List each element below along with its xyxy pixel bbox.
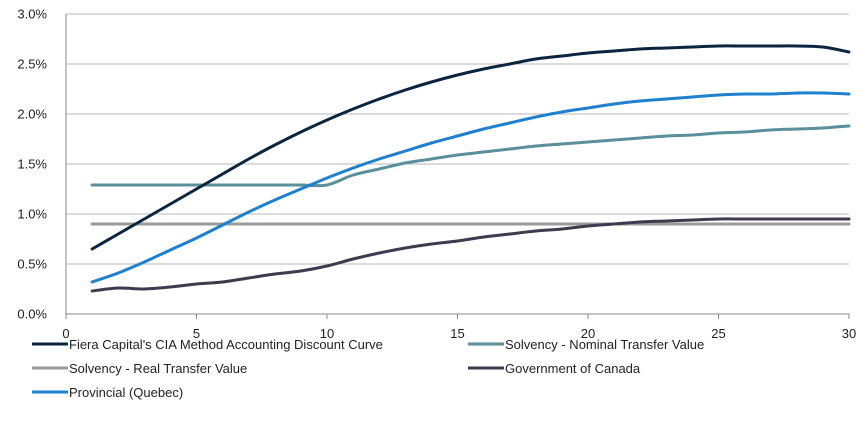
y-tick-label: 1.5% <box>17 157 47 172</box>
x-tick-label: 10 <box>320 326 334 341</box>
y-tick-label: 2.5% <box>17 57 47 72</box>
legend-label: Solvency - Nominal Transfer Value <box>505 337 704 352</box>
x-tick-label: 15 <box>450 326 464 341</box>
x-tick-label: 20 <box>581 326 595 341</box>
gridlines <box>66 13 849 265</box>
y-tick-label: 0.0% <box>17 307 47 322</box>
legend-label: Provincial (Quebec) <box>69 385 183 400</box>
legend-label: Solvency - Real Transfer Value <box>69 361 247 376</box>
legend: Fiera Capital's CIA Method Accounting Di… <box>32 337 704 400</box>
series-line <box>90 44 851 251</box>
series-lines <box>90 44 851 293</box>
series-line <box>90 91 851 284</box>
x-tick-label: 5 <box>193 326 200 341</box>
legend-label: Government of Canada <box>505 361 641 376</box>
y-tick-label: 0.5% <box>17 257 47 272</box>
x-tick-label: 0 <box>62 326 69 341</box>
y-tick-label: 1.0% <box>17 207 47 222</box>
series-line <box>90 217 851 293</box>
legend-label: Fiera Capital's CIA Method Accounting Di… <box>69 337 383 352</box>
x-axis-ticks: 0 5 10 15 20 25 30 <box>62 314 856 341</box>
y-tick-label: 3.0% <box>17 7 47 22</box>
series-line <box>90 124 851 188</box>
y-axis-ticks: 0.0% 0.5% 1.0% 1.5% 2.0% 2.5% 3.0% <box>17 7 47 322</box>
x-tick-label: 25 <box>711 326 725 341</box>
y-tick-label: 2.0% <box>17 107 47 122</box>
x-tick-label: 30 <box>842 326 856 341</box>
